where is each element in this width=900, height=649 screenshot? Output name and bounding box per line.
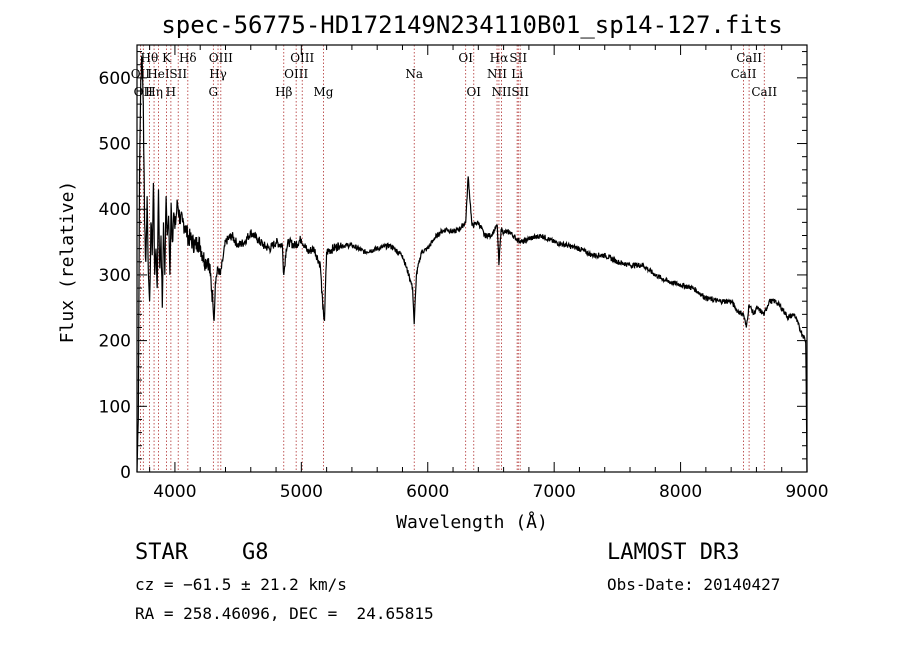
y-tick-label: 200 (99, 332, 131, 352)
line-marker-label: OI (466, 85, 481, 99)
y-tick-label: 500 (99, 135, 131, 155)
observation-date: Obs-Date: 20140427 (607, 575, 781, 594)
line-marker-label: Na (405, 67, 423, 81)
line-marker-label: CaII (736, 51, 762, 65)
line-marker-label: Mg (313, 85, 333, 99)
y-tick-label: 300 (99, 266, 131, 286)
line-marker-label: G (209, 85, 219, 99)
x-tick-label: 5000 (280, 482, 323, 502)
line-marker-label: Hη (145, 85, 163, 99)
y-tick-label: 100 (99, 397, 131, 417)
line-marker-label: CaII (751, 85, 777, 99)
y-axis-label: Flux (relative) (57, 181, 78, 344)
line-marker-label: OIII (284, 67, 308, 81)
x-tick-label: 8000 (659, 482, 702, 502)
y-tick-label: 0 (120, 463, 131, 483)
x-axis: 4000 5000 6000 7000 8000 9000 (149, 45, 829, 502)
x-tick-label: 4000 (153, 482, 196, 502)
line-marker-label: OIII (209, 51, 233, 65)
line-marker-label: Hγ (209, 67, 227, 81)
ra-dec: RA = 258.46096, DEC = 24.65815 (135, 604, 434, 623)
x-tick-label: 7000 (533, 482, 576, 502)
plot-frame (136, 44, 808, 473)
y-tick-label: 600 (99, 69, 131, 89)
spectrum-line (136, 54, 808, 473)
line-marker-label: Hα (490, 51, 509, 65)
redshift-cz: cz = −61.5 ± 21.2 km/s (135, 575, 347, 594)
line-marker-label: SII (511, 85, 529, 99)
line-marker-label: HeI (147, 67, 170, 81)
chart-title: spec-56775-HD172149N234110B01_sp14-127.f… (161, 11, 782, 39)
emission-line-markers: OIIOIIHθHηHeIKHSIIHδGHγOIIIHβOIIIOIIIMgN… (131, 45, 777, 472)
survey-name: LAMOST DR3 (607, 540, 740, 565)
line-marker-label: Hθ (141, 51, 159, 65)
x-tick-label: 9000 (785, 482, 828, 502)
line-marker-label: K (162, 51, 172, 65)
line-marker-label: OIII (290, 51, 314, 65)
line-marker-label: SII (509, 51, 527, 65)
object-class: STAR (135, 540, 188, 565)
line-marker-label: NII (491, 85, 511, 99)
line-marker-label: Hβ (275, 85, 292, 99)
line-marker-label: CaII (731, 67, 757, 81)
object-subclass: G8 (242, 540, 269, 565)
line-marker-label: H (166, 85, 176, 99)
line-marker-label: Hδ (179, 51, 197, 65)
line-marker-label: SII (169, 67, 187, 81)
x-axis-label: Wavelength (Å) (396, 511, 548, 533)
line-marker-label: NII (487, 67, 507, 81)
line-marker-label: Li (511, 67, 523, 81)
y-axis: 0 100 200 300 400 500 600 (99, 51, 807, 483)
y-tick-label: 400 (99, 200, 131, 220)
x-tick-label: 6000 (406, 482, 449, 502)
line-marker-label: OI (458, 51, 473, 65)
